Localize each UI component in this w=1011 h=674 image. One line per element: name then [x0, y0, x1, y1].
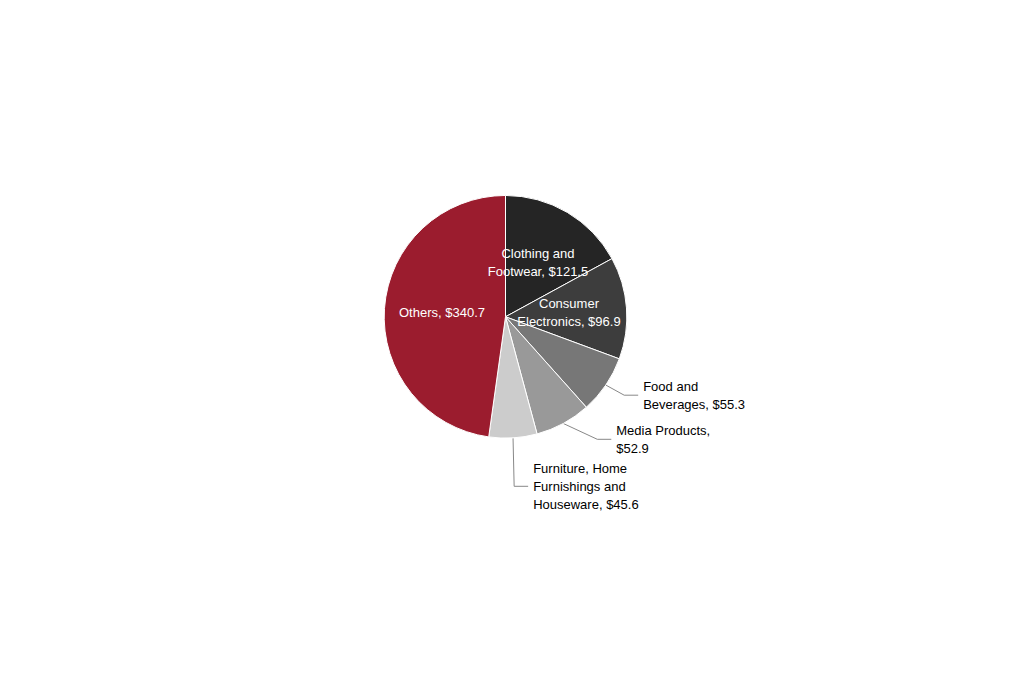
svg-text:Electronics, $96.9: Electronics, $96.9 [517, 314, 620, 329]
svg-text:Houseware, $45.6: Houseware, $45.6 [533, 497, 639, 512]
svg-text:$52.9: $52.9 [616, 441, 649, 456]
svg-text:Furniture, Home: Furniture, Home [533, 461, 627, 476]
svg-text:Others, $340.7: Others, $340.7 [399, 305, 485, 320]
svg-text:Consumer: Consumer [539, 296, 600, 311]
svg-text:Beverages, $55.3: Beverages, $55.3 [643, 397, 745, 412]
svg-text:Clothing and: Clothing and [501, 246, 574, 261]
svg-text:Media Products,: Media Products, [616, 423, 710, 438]
svg-text:Furnishings and: Furnishings and [533, 479, 626, 494]
svg-text:Food and: Food and [643, 379, 698, 394]
svg-text:Footwear, $121.5: Footwear, $121.5 [488, 264, 588, 279]
